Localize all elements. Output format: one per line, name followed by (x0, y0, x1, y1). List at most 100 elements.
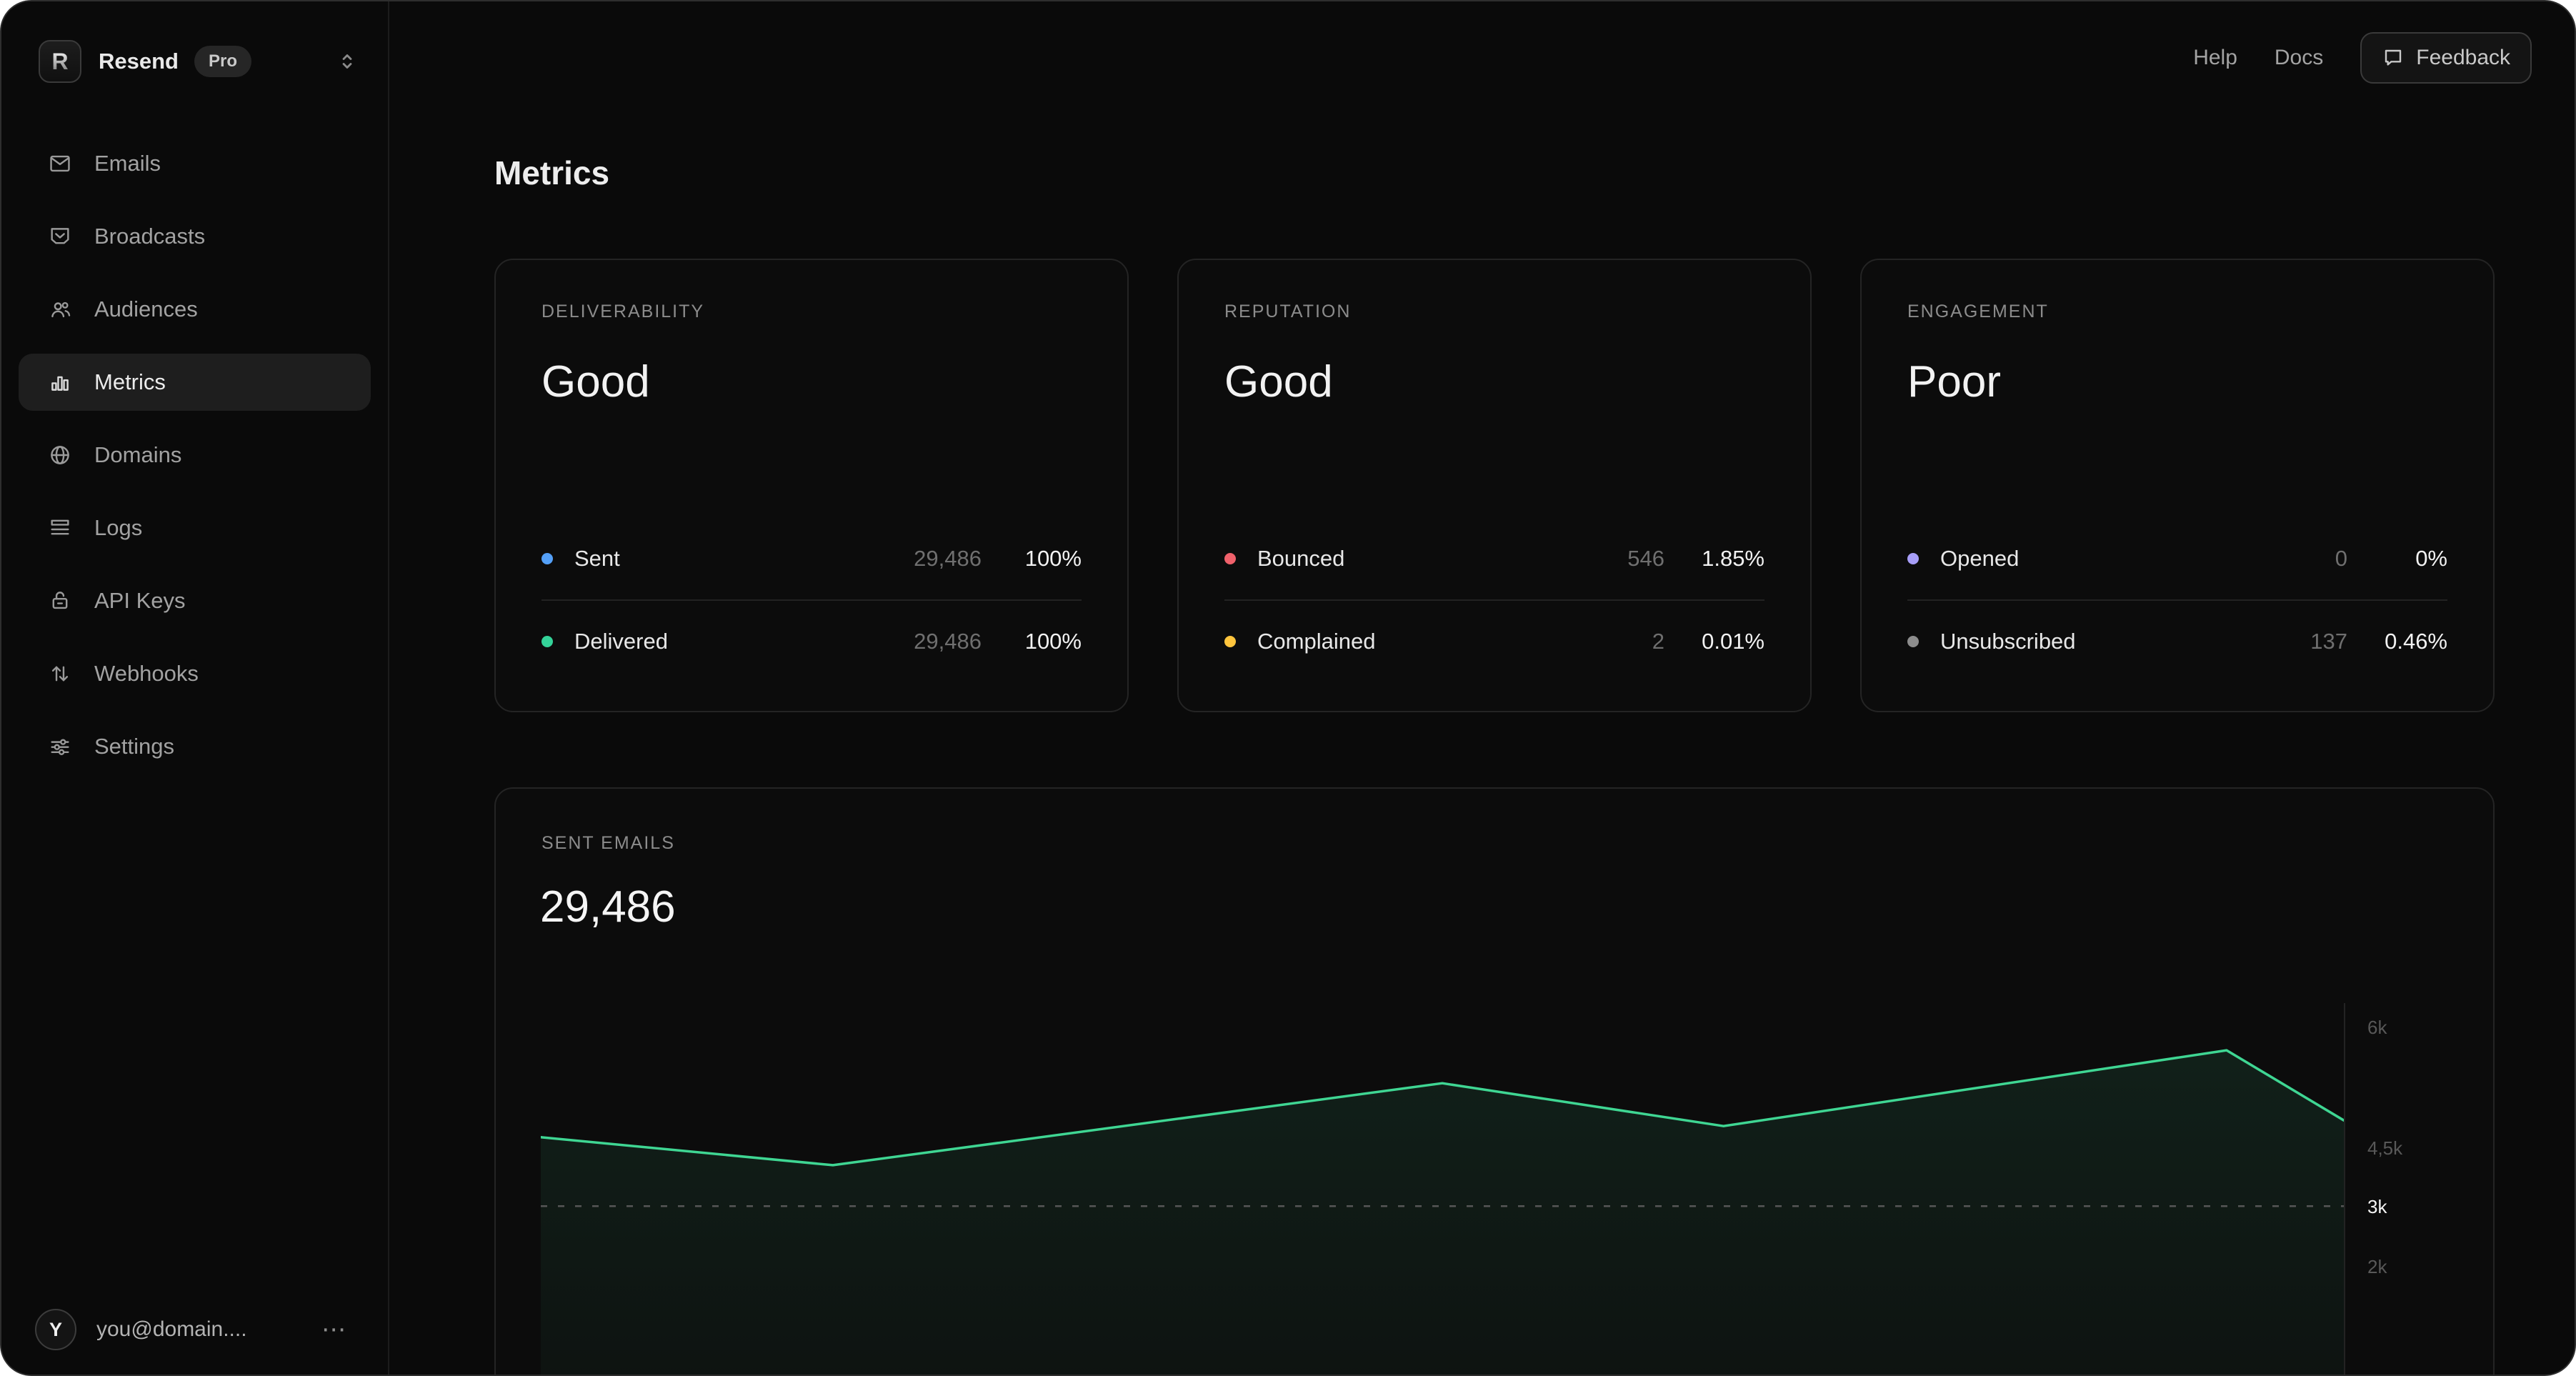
workspace-name: Resend (99, 49, 179, 74)
sidebar-item-label: Domains (94, 442, 182, 467)
bounced-dot (1224, 553, 1236, 564)
rows-icon (47, 515, 73, 541)
sent-dot (541, 553, 553, 564)
sidebar-item-label: API Keys (94, 588, 186, 613)
speech-bubble-icon (2382, 46, 2405, 69)
lock-icon (47, 588, 73, 614)
user-account-row[interactable]: Y you@domain.... ⋯ (1, 1285, 388, 1375)
sidebar-item-label: Metrics (94, 369, 166, 394)
metric-pct: 0.01% (1702, 629, 1764, 654)
sidebar-item-label: Logs (94, 515, 143, 540)
metric-row-unsubscribed: Unsubscribed 137 0.46% (1907, 614, 2447, 669)
metric-value: 29,486 (914, 629, 982, 654)
sidebar-nav: Emails Broadcasts Audiences Metrics (1, 135, 388, 775)
chart-y-ticks: 6k 4,5k 3k 2k (2367, 996, 2482, 1375)
user-menu-ellipsis-icon[interactable]: ⋯ (321, 1316, 347, 1343)
sidebar-item-webhooks[interactable]: Webhooks (19, 645, 371, 702)
metric-value: 29,486 (914, 546, 982, 571)
metric-value: 0 (2335, 546, 2347, 571)
sidebar-item-emails[interactable]: Emails (19, 135, 371, 192)
metric-value: 546 (1627, 546, 1664, 571)
card-label: REPUTATION (1224, 301, 1352, 321)
opened-dot (1907, 553, 1919, 564)
docs-link[interactable]: Docs (2274, 46, 2324, 69)
metric-row-bounced: Bounced 546 1.85% (1224, 531, 1764, 587)
sidebar-item-broadcasts[interactable]: Broadcasts (19, 208, 371, 265)
sent-emails-total: 29,486 (540, 882, 676, 932)
sidebar-item-metrics[interactable]: Metrics (19, 354, 371, 411)
sidebar-item-label: Settings (94, 734, 175, 759)
bar-chart-icon (47, 369, 73, 395)
sliders-icon (47, 734, 73, 759)
row-divider (541, 599, 1082, 601)
plan-badge: Pro (194, 46, 251, 77)
sidebar-item-logs[interactable]: Logs (19, 499, 371, 557)
row-divider (1224, 599, 1764, 601)
sidebar-item-label: Audiences (94, 296, 198, 321)
card-rows: Opened 0 0% Unsubscribed 137 0.46% (1907, 531, 2447, 669)
card-rows: Bounced 546 1.85% Complained 2 0.01% (1224, 531, 1764, 669)
chart-svg (541, 1049, 2344, 1375)
metric-name: Sent (574, 546, 620, 571)
sidebar-item-audiences[interactable]: Audiences (19, 281, 371, 338)
y-tick-label: 2k (2367, 1256, 2387, 1277)
metric-value: 2 (1652, 629, 1664, 654)
deliverability-card: DELIVERABILITY Good Sent 29,486 100% Del… (494, 259, 1129, 712)
resend-logo-letter: R (51, 48, 69, 74)
envelope-icon (47, 151, 73, 176)
feedback-button[interactable]: Feedback (2360, 32, 2532, 84)
metric-row-opened: Opened 0 0% (1907, 531, 2447, 587)
page-title: Metrics (494, 154, 610, 191)
metric-name: Delivered (574, 629, 668, 654)
sent-emails-card: SENT EMAILS 29,486 6k 4,5k 3k 2k (494, 787, 2495, 1375)
topbar: Help Docs Feedback (2193, 31, 2532, 84)
engagement-card: ENGAGEMENT Poor Opened 0 0% Unsubscribed… (1860, 259, 2495, 712)
card-status: Good (541, 357, 650, 407)
sidebar: R Resend Pro Emails Broadcasts (1, 1, 389, 1375)
y-tick-label: 6k (2367, 1017, 2387, 1038)
globe-icon (47, 442, 73, 468)
workspace-switcher[interactable]: R Resend Pro (39, 39, 359, 84)
metric-name: Opened (1940, 546, 2020, 571)
complained-dot (1224, 636, 1236, 647)
metric-name: Complained (1257, 629, 1376, 654)
help-link[interactable]: Help (2193, 46, 2237, 69)
metric-value: 137 (2310, 629, 2347, 654)
metric-pct: 100% (1024, 546, 1082, 571)
card-label: DELIVERABILITY (541, 301, 705, 321)
metric-pct: 0% (2415, 546, 2447, 571)
arrows-up-down-icon (47, 661, 73, 687)
sidebar-item-label: Broadcasts (94, 224, 206, 249)
metric-row-sent: Sent 29,486 100% (541, 531, 1082, 587)
users-icon (47, 296, 73, 322)
card-rows: Sent 29,486 100% Delivered 29,486 100% (541, 531, 1082, 669)
chart-axis-line (2344, 1003, 2345, 1375)
sidebar-item-settings[interactable]: Settings (19, 718, 371, 775)
card-label: ENGAGEMENT (1907, 301, 2049, 321)
metric-pct: 0.46% (2385, 629, 2447, 654)
delivered-dot (541, 636, 553, 647)
metric-name: Unsubscribed (1940, 629, 2076, 654)
metric-row-delivered: Delivered 29,486 100% (541, 614, 1082, 669)
resend-logo: R (39, 40, 81, 83)
sidebar-item-domains[interactable]: Domains (19, 427, 371, 484)
sent-emails-chart (541, 996, 2344, 1375)
sidebar-item-label: Emails (94, 151, 161, 176)
card-status: Poor (1907, 357, 2001, 407)
sidebar-item-label: Webhooks (94, 661, 199, 686)
y-tick-label: 4,5k (2367, 1137, 2403, 1159)
card-status: Good (1224, 357, 1333, 407)
reputation-card: REPUTATION Good Bounced 546 1.85% Compla… (1177, 259, 1812, 712)
feedback-button-label: Feedback (2416, 46, 2510, 69)
row-divider (1907, 599, 2447, 601)
sidebar-item-api-keys[interactable]: API Keys (19, 572, 371, 629)
avatar: Y (35, 1309, 76, 1350)
metric-row-complained: Complained 2 0.01% (1224, 614, 1764, 669)
sent-emails-label: SENT EMAILS (541, 833, 675, 853)
metric-pct: 1.85% (1702, 546, 1764, 571)
metric-pct: 100% (1024, 629, 1082, 654)
chevron-up-down-icon (335, 49, 359, 74)
metric-cards: DELIVERABILITY Good Sent 29,486 100% Del… (494, 259, 2495, 712)
unsubscribed-dot (1907, 636, 1919, 647)
